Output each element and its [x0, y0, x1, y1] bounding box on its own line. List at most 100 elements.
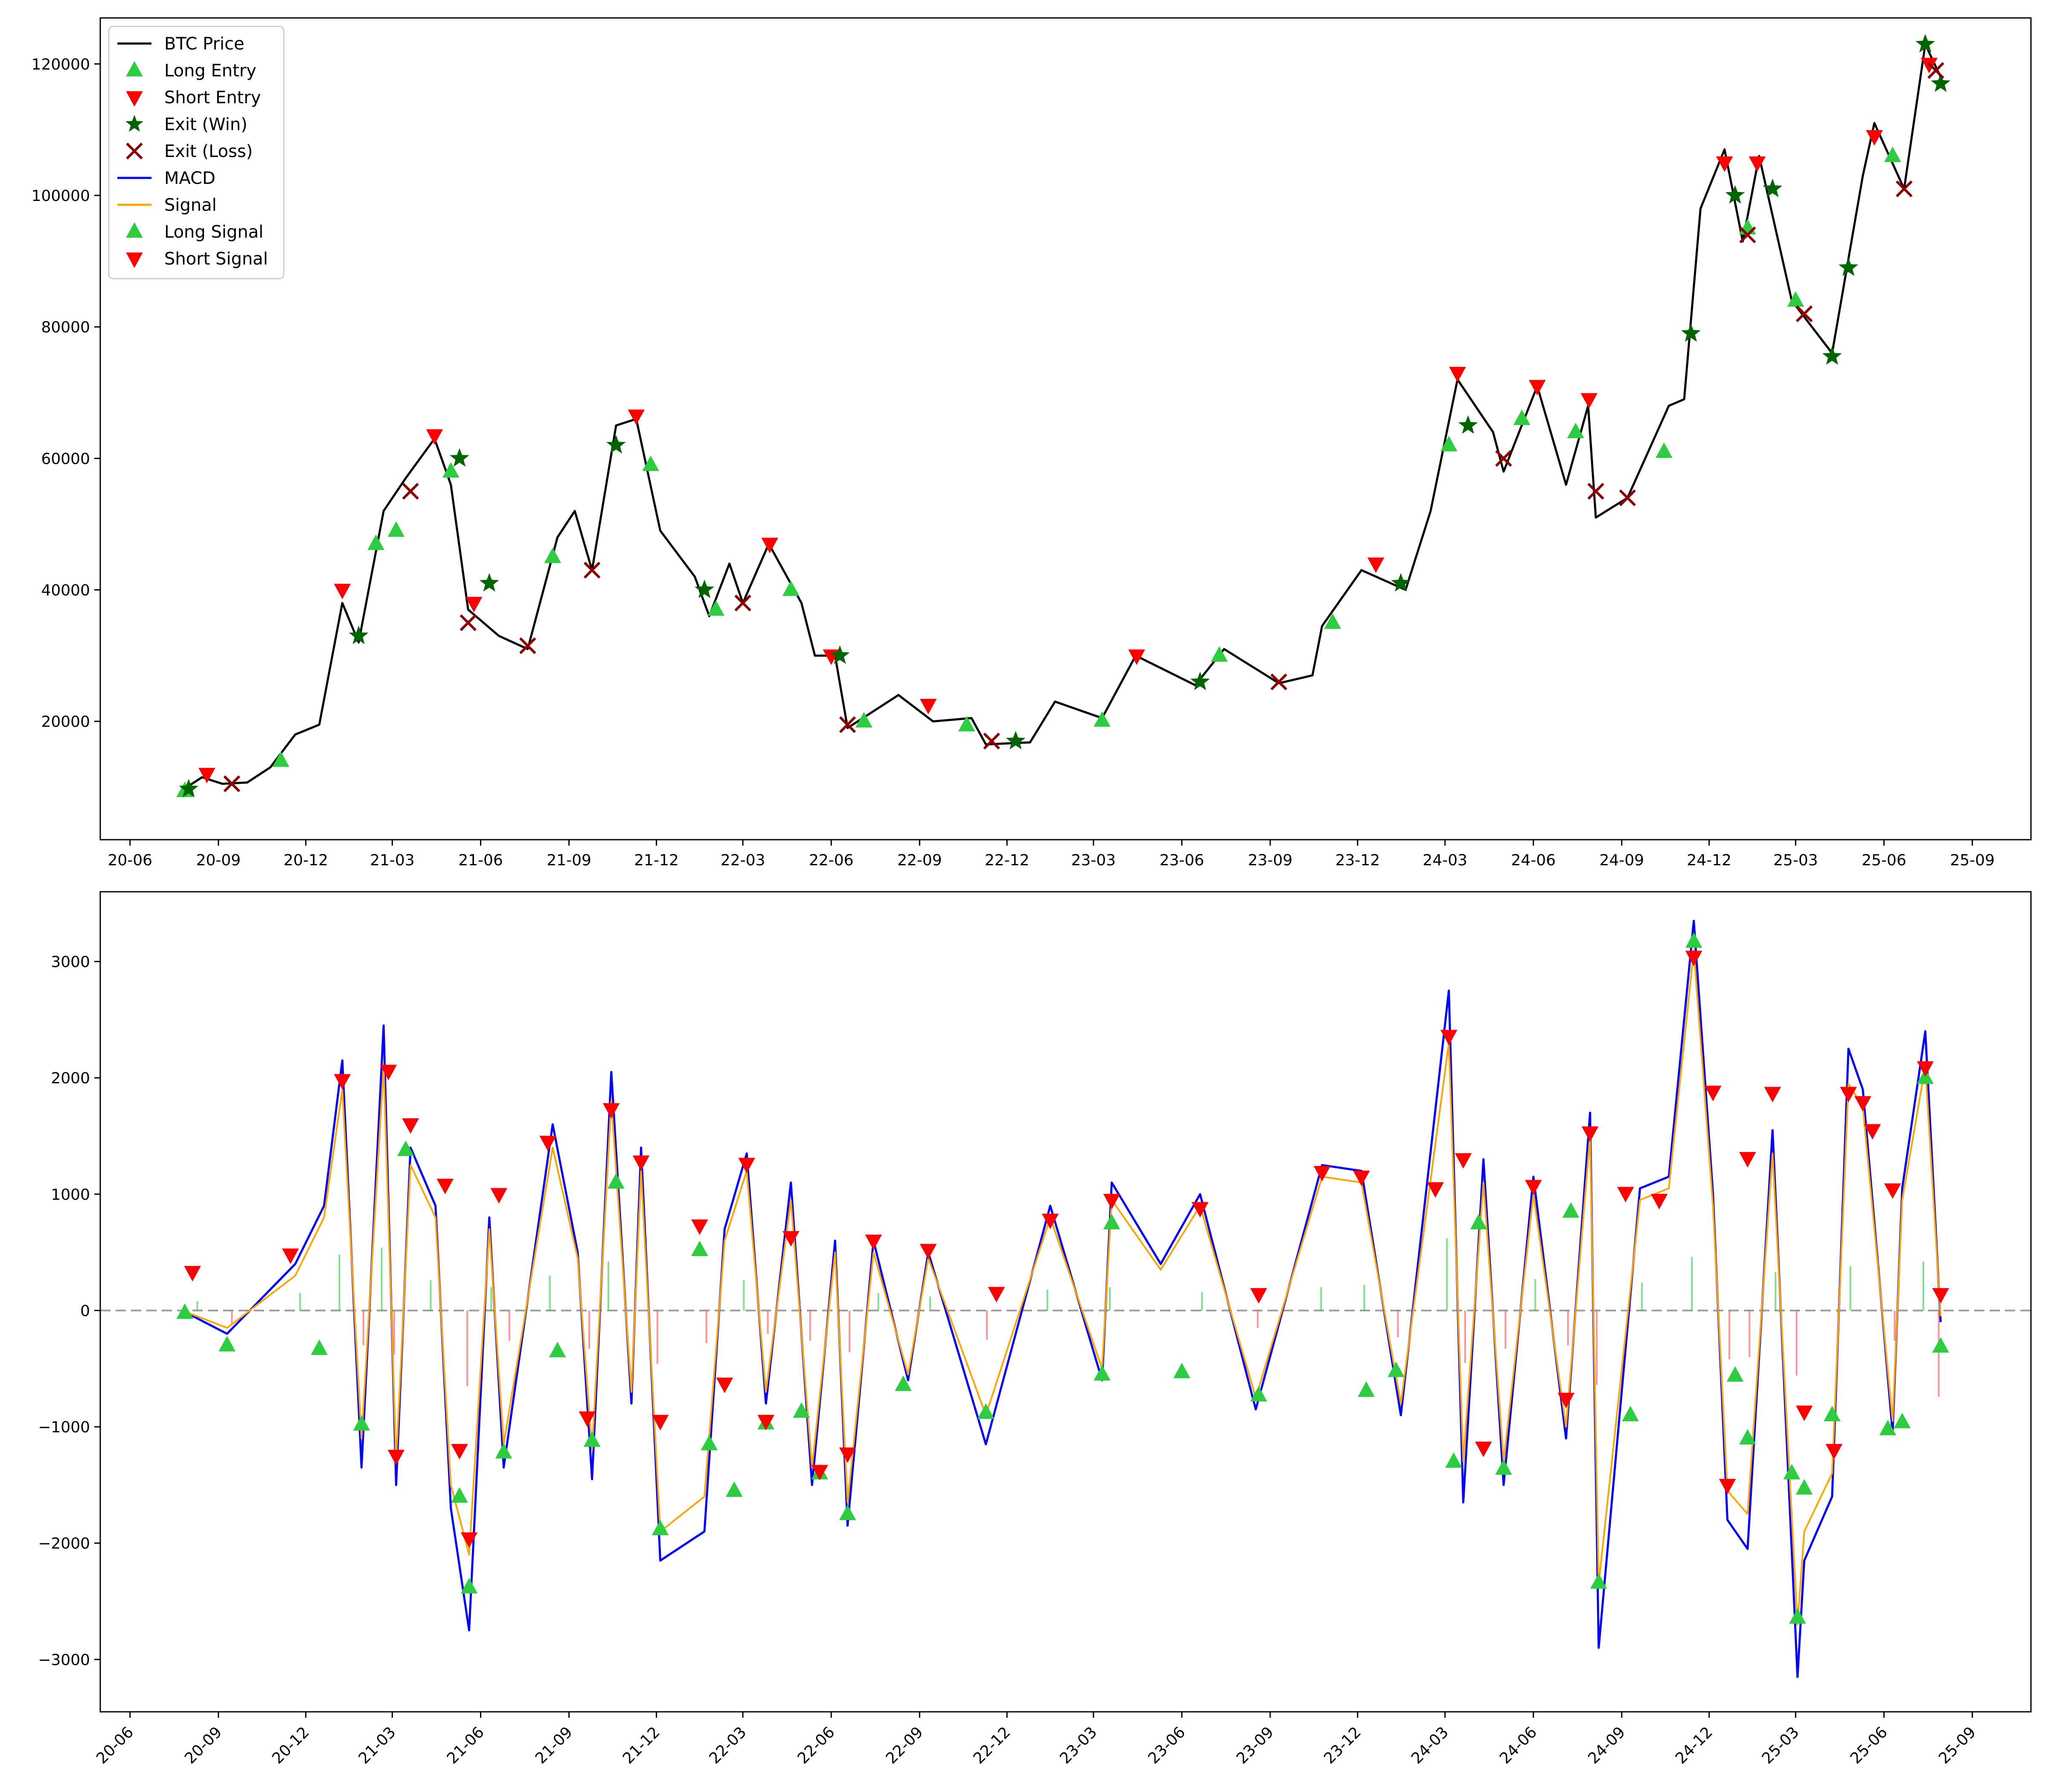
price-marker-exit-win-3 [479, 573, 499, 592]
macd-marker-long-signal-9 [583, 1431, 601, 1447]
macd-marker-long-signal-13 [701, 1434, 718, 1451]
macd-marker-long-signal-32 [1622, 1405, 1639, 1422]
macd-marker-short-signal-2 [334, 1074, 351, 1090]
macd-marker-short-signal-25 [1041, 1213, 1059, 1229]
macd-marker-short-signal-52 [1932, 1288, 1949, 1304]
price-marker-exit-win-7 [1006, 730, 1026, 750]
macd-marker-short-signal-41 [1705, 1085, 1722, 1101]
macd-marker-short-signal-0 [184, 1266, 201, 1282]
macd-marker-long-signal-3 [353, 1415, 370, 1431]
price-y-tick-label-0: 20000 [41, 713, 90, 731]
price-marker-exit-loss-2 [460, 614, 477, 631]
macd-x-tick-label-10: 22-12 [970, 1723, 1014, 1767]
price-marker-short-entry-7 [919, 698, 937, 715]
macd-y-tick-label-6: 3000 [51, 954, 90, 971]
macd-marker-short-signal-47 [1840, 1087, 1857, 1103]
price-marker-long-entry-4 [442, 462, 460, 478]
price-marker-exit-win-6 [830, 645, 850, 664]
legend-label-2: Short Entry [164, 88, 261, 108]
legend-entry-short-entry: Short Entry [126, 88, 261, 108]
price-marker-long-entry-14 [1440, 436, 1457, 451]
macd-marker-long-signal-28 [1470, 1213, 1487, 1230]
price-marker-exit-loss-13-stroke-b [1795, 305, 1813, 323]
macd-marker-short-signal-40 [1685, 951, 1702, 966]
macd-marker-long-signal-23 [1173, 1362, 1190, 1379]
macd-marker-short-signal-7 [451, 1444, 468, 1460]
price-marker-exit-win-4 [606, 435, 626, 454]
price-marker-short-entry-11 [1529, 380, 1546, 396]
macd-marker-short-signal-5 [402, 1118, 419, 1134]
price-marker-exit-loss-5 [734, 594, 751, 612]
price-marker-exit-loss-12-stroke-b [1739, 226, 1756, 244]
price-marker-exit-loss-6 [839, 716, 856, 733]
macd-marker-long-signal-14 [726, 1481, 743, 1497]
price-marker-exit-win-12 [1725, 185, 1745, 204]
price-marker-exit-loss-7 [983, 733, 1000, 750]
price-marker-long-entry-16 [1567, 422, 1584, 439]
price-marker-short-entry-14 [1748, 156, 1766, 172]
macd-x-tick-label-8: 22-06 [794, 1723, 838, 1767]
macd-marker-short-signal-37 [1581, 1126, 1599, 1142]
price-marker-exit-loss-15-stroke-b [1927, 62, 1944, 79]
macd-marker-long-signal-27 [1445, 1452, 1462, 1468]
price-marker-long-entry-15 [1513, 409, 1530, 425]
macd-marker-long-signal-37 [1789, 1608, 1806, 1624]
macd-marker-short-signal-13 [632, 1155, 650, 1171]
price-chart-panel: 20000 40000 60000 80000 100000 120000 20-06 20-… [32, 17, 2032, 869]
macd-marker-short-signal-14 [652, 1415, 669, 1431]
price-x-tick-label-9: 22-09 [897, 852, 942, 869]
macd-marker-short-signal-32 [1440, 1030, 1457, 1046]
price-marker-exit-loss-1 [402, 483, 419, 500]
price-marker-exit-loss-11 [1619, 489, 1636, 506]
price-marker-exit-loss-9 [1495, 450, 1512, 467]
macd-x-tick-label-9: 22-09 [883, 1723, 927, 1767]
macd-y-tick-label-1: −2000 [38, 1535, 90, 1553]
macd-marker-short-signal-21 [839, 1447, 856, 1463]
legend-label-5: MACD [164, 169, 215, 188]
price-marker-exit-win-5 [695, 579, 714, 598]
macd-marker-short-signal-36 [1557, 1393, 1575, 1408]
legend-entry-long-signal: Long Signal [126, 222, 263, 242]
price-marker-exit-loss-0 [223, 775, 241, 792]
legend: BTC Price Long Entry Short Entry Exit (Win)… [108, 26, 285, 279]
macd-marker-long-signal-12 [691, 1240, 708, 1256]
macd-marker-short-signal-1 [282, 1248, 299, 1264]
price-marker-short-entry-5 [761, 538, 778, 553]
legend-entry-btc-price: BTC Price [117, 34, 244, 54]
price-marker-exit-loss-4-stroke-b [583, 561, 601, 579]
price-marker-exit-loss-15 [1927, 62, 1944, 79]
price-marker-exit-loss-13 [1795, 305, 1813, 323]
macd-marker-short-signal-46 [1825, 1444, 1843, 1460]
price-marker-short-entry-2 [426, 429, 443, 445]
macd-marker-short-signal-12 [602, 1103, 620, 1119]
macd-x-tick-label-17: 24-09 [1585, 1723, 1629, 1767]
macd-marker-long-signal-18 [839, 1504, 856, 1520]
price-marker-exit-loss-14 [1896, 180, 1913, 198]
price-marker-short-entry-15 [1866, 130, 1883, 146]
legend-label-4: Exit (Loss) [164, 142, 253, 161]
macd-marker-short-signal-22 [865, 1234, 882, 1250]
macd-marker-short-signal-33 [1455, 1153, 1472, 1169]
price-marker-exit-win-2 [450, 448, 469, 467]
price-x-tick-label-18: 24-12 [1687, 852, 1732, 869]
price-marker-long-entry-8 [782, 580, 800, 596]
macd-marker-short-signal-38 [1617, 1187, 1634, 1203]
macd-marker-long-signal-11 [652, 1519, 669, 1536]
price-x-tick-label-20: 25-06 [1862, 852, 1906, 869]
macd-marker-long-signal-26 [1388, 1361, 1405, 1377]
macd-marker-short-signal-35 [1525, 1180, 1542, 1196]
macd-x-tick-label-14: 23-12 [1321, 1723, 1364, 1767]
macd-marker-short-signal-4 [387, 1449, 405, 1466]
price-marker-short-entry-12 [1580, 393, 1598, 409]
price-marker-short-entry-8 [1128, 649, 1145, 665]
macd-marker-short-signal-30 [1353, 1170, 1370, 1186]
macd-marker-short-signal-28 [1250, 1288, 1267, 1304]
macd-x-tick-label-6: 21-12 [620, 1723, 663, 1767]
macd-marker-short-signal-44 [1764, 1087, 1781, 1103]
macd-y-tick-label-4: 1000 [51, 1186, 90, 1204]
macd-marker-long-signal-4 [397, 1140, 414, 1156]
macd-marker-short-signal-8 [460, 1532, 478, 1548]
macd-marker-long-signal-39 [1824, 1405, 1841, 1422]
macd-marker-short-signal-3 [380, 1065, 397, 1080]
